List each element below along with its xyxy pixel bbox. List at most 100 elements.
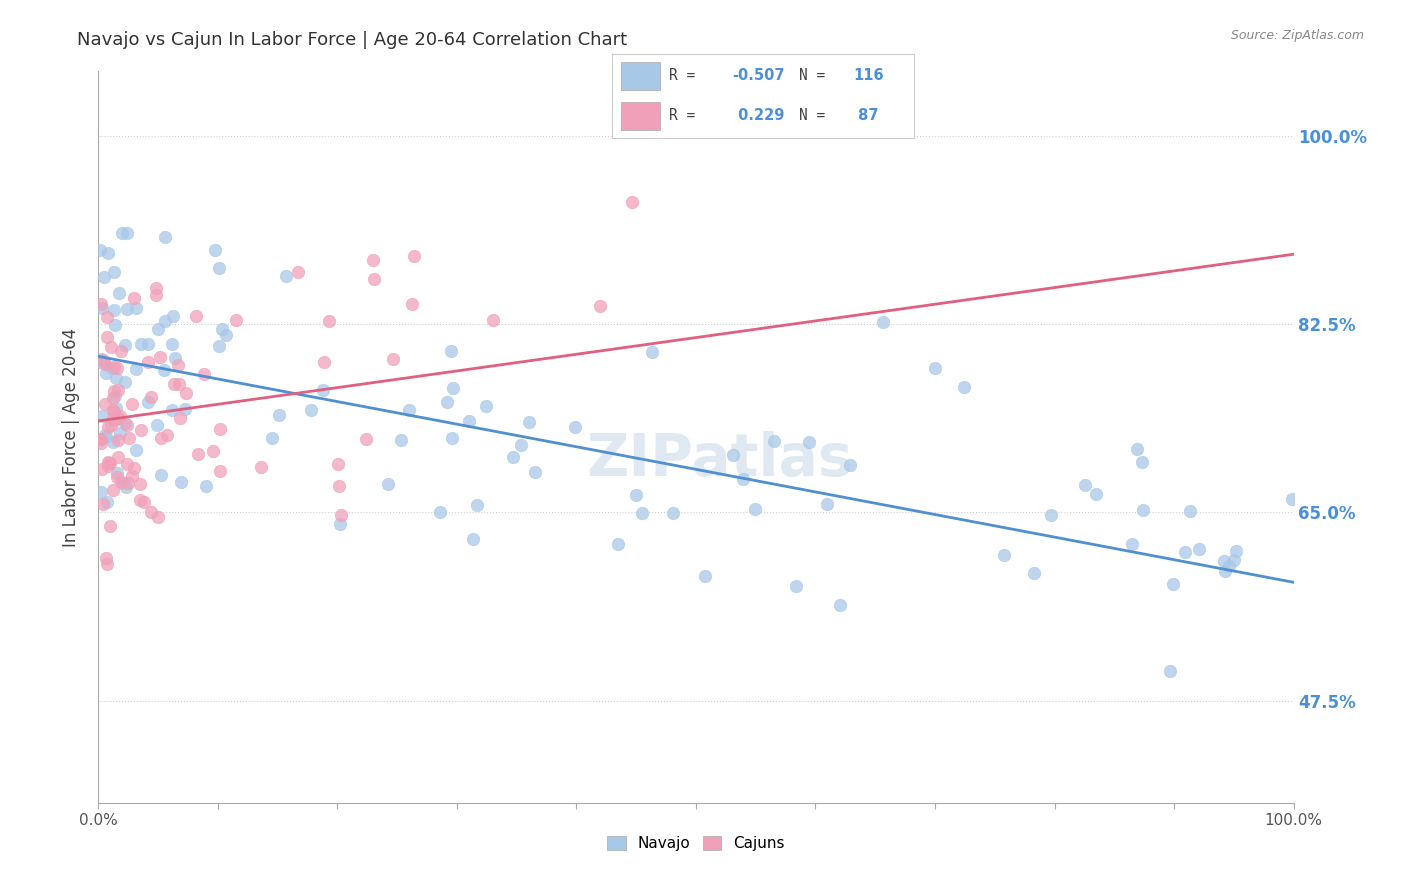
Point — [105, 470, 128, 484]
Point — [441, 431, 464, 445]
Point — [105, 401, 128, 415]
Point — [797, 434, 820, 449]
Point — [262, 431, 284, 445]
Legend: Navajo, Cajuns: Navajo, Cajuns — [602, 830, 790, 857]
Point — [96, 557, 118, 571]
Point — [1074, 478, 1097, 492]
Point — [139, 505, 162, 519]
Point — [122, 291, 145, 305]
Point — [145, 281, 167, 295]
Point — [111, 476, 134, 491]
Point — [114, 375, 136, 389]
Point — [169, 411, 191, 425]
Point — [207, 260, 229, 275]
Point — [201, 444, 224, 458]
Text: ZIPatlas: ZIPatlas — [586, 431, 853, 488]
Point — [461, 532, 484, 546]
Point — [107, 450, 129, 465]
Point — [723, 448, 745, 462]
Text: R =: R = — [669, 108, 704, 123]
Point — [114, 337, 136, 351]
Point — [91, 356, 114, 370]
Point — [98, 519, 121, 533]
Point — [93, 269, 115, 284]
Point — [312, 355, 335, 369]
Point — [785, 579, 807, 593]
Point — [105, 466, 128, 480]
Point — [326, 457, 349, 471]
Point — [148, 321, 170, 335]
Point — [1159, 664, 1181, 678]
Point — [872, 315, 894, 329]
Point — [90, 432, 112, 446]
Y-axis label: In Labor Force | Age 20-64: In Labor Force | Age 20-64 — [62, 327, 80, 547]
Text: Source: ZipAtlas.com: Source: ZipAtlas.com — [1230, 29, 1364, 42]
Point — [129, 423, 152, 437]
Point — [440, 344, 463, 359]
Point — [1212, 554, 1234, 568]
Point — [90, 351, 112, 366]
Point — [115, 480, 138, 494]
Point — [104, 413, 127, 427]
Point — [207, 339, 229, 353]
Point — [129, 477, 152, 491]
Point — [1040, 508, 1063, 523]
Point — [482, 312, 505, 326]
Point — [97, 455, 120, 469]
Point — [631, 506, 654, 520]
Point — [96, 329, 118, 343]
Point — [209, 464, 232, 478]
Point — [146, 418, 169, 433]
Point — [162, 376, 184, 391]
Point — [693, 568, 716, 582]
Point — [103, 360, 125, 375]
Point — [114, 416, 136, 430]
Point — [1130, 455, 1153, 469]
Text: Navajo vs Cajun In Labor Force | Age 20-64 Correlation Chart: Navajo vs Cajun In Labor Force | Age 20-… — [77, 31, 627, 49]
Point — [117, 476, 139, 491]
Point — [1161, 577, 1184, 591]
Point — [381, 351, 404, 366]
Point — [98, 457, 121, 471]
Point — [731, 472, 754, 486]
Point — [160, 403, 183, 417]
Point — [377, 477, 399, 491]
Point — [436, 394, 458, 409]
Point — [96, 310, 118, 325]
Point — [186, 309, 208, 323]
Point — [404, 249, 426, 263]
Point — [662, 506, 685, 520]
Point — [122, 461, 145, 475]
Point — [155, 229, 177, 244]
Point — [250, 459, 273, 474]
Point — [170, 475, 193, 490]
Point — [136, 354, 159, 368]
Point — [1022, 566, 1045, 580]
Point — [90, 301, 112, 315]
Point — [502, 450, 524, 464]
Point — [589, 299, 612, 313]
Point — [163, 351, 186, 366]
Point — [89, 432, 111, 446]
Point — [115, 301, 138, 316]
Point — [311, 383, 333, 397]
Point — [101, 403, 124, 417]
Point — [103, 404, 125, 418]
Text: 87: 87 — [853, 108, 879, 123]
Point — [474, 399, 496, 413]
Point — [354, 432, 377, 446]
Bar — [620, 62, 659, 90]
Bar — [620, 102, 659, 130]
Point — [104, 389, 127, 403]
Point — [97, 245, 120, 260]
Point — [136, 337, 159, 351]
Text: -0.507: -0.507 — [733, 69, 785, 84]
Point — [606, 537, 628, 551]
Point — [91, 352, 114, 367]
Point — [174, 386, 197, 401]
Point — [328, 479, 350, 493]
Point — [267, 408, 290, 422]
Point — [105, 371, 128, 385]
Point — [94, 357, 117, 371]
Point — [621, 194, 644, 209]
